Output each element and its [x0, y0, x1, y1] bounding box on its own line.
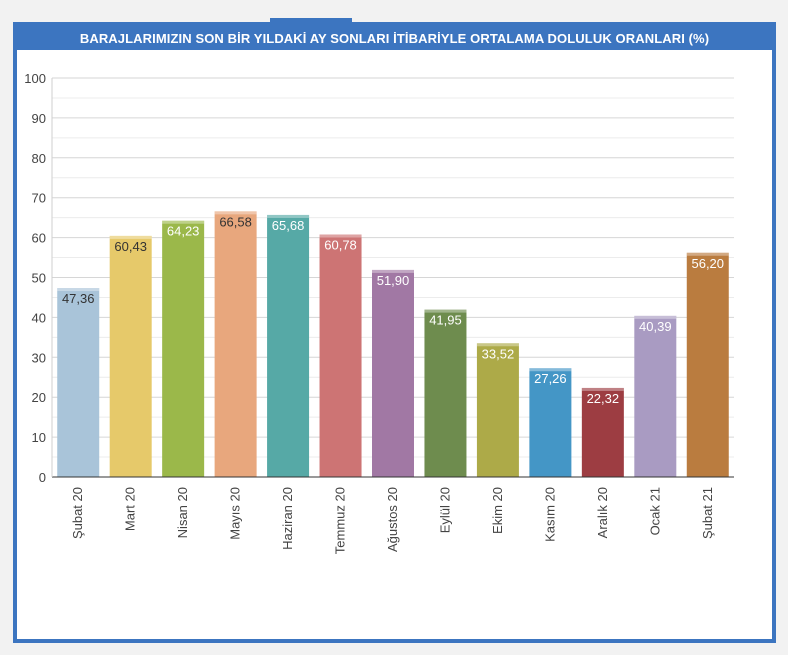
y-tick-label: 20: [32, 390, 46, 405]
bar-top-edge: [581, 387, 624, 391]
bar: [162, 220, 205, 478]
bar: [581, 387, 624, 477]
bar: [372, 269, 414, 477]
bar-top-edge: [529, 368, 572, 372]
y-tick-label: 40: [32, 310, 46, 325]
bar-top-edge: [57, 288, 100, 292]
y-tick-label: 90: [32, 111, 46, 126]
x-tick-label: Şubat 20: [70, 487, 85, 539]
x-tick-label: Ağustos 20: [385, 487, 400, 552]
bar-top-edge: [214, 211, 257, 215]
x-tick-label: Temmuz 20: [333, 487, 348, 554]
bar-top-edge: [476, 343, 519, 347]
bar-value-label: 41,95: [429, 313, 462, 328]
bar-top-edge: [319, 234, 362, 238]
chart-title: BARAJLARIMIZIN SON BİR YILDAKİ AY SONLAR…: [17, 26, 772, 50]
x-tick-label: Ocak 21: [647, 487, 662, 535]
bar-value-label: 51,90: [377, 273, 410, 288]
y-tick-label: 100: [24, 71, 46, 86]
bar: [267, 214, 310, 477]
bar: [476, 343, 519, 477]
bar-top-edge: [372, 269, 414, 273]
x-tick-label: Şubat 21: [700, 487, 715, 539]
x-tick-label: Kasım 20: [542, 487, 557, 542]
bar-top-edge: [109, 235, 152, 239]
bar-value-label: 27,26: [534, 371, 567, 386]
x-tick-label: Haziran 20: [280, 487, 295, 550]
bar-value-label: 56,20: [691, 256, 724, 271]
bar-top-edge: [424, 309, 467, 313]
bar: [319, 234, 362, 477]
y-tick-label: 60: [32, 231, 46, 246]
bar-value-label: 66,58: [219, 214, 252, 229]
bar: [57, 288, 100, 477]
x-tick-label: Ekim 20: [490, 487, 505, 534]
bar: [686, 252, 729, 477]
bar: [634, 315, 677, 477]
y-tick-label: 30: [32, 350, 46, 365]
bar: [214, 211, 257, 477]
bar-value-label: 64,23: [167, 224, 200, 239]
x-tick-label: Mayıs 20: [228, 487, 243, 540]
x-tick-label: Mart 20: [123, 487, 138, 531]
title-tab-notch: [270, 18, 352, 22]
bar-top-edge: [162, 220, 205, 224]
bar: [424, 309, 467, 477]
bar-value-label: 60,78: [324, 237, 357, 252]
bar-value-label: 47,36: [62, 291, 95, 306]
bar: [529, 368, 572, 477]
x-tick-label: Eylül 20: [437, 487, 452, 533]
bar-value-label: 65,68: [272, 218, 305, 233]
bar-top-edge: [686, 252, 729, 256]
bar-value-label: 33,52: [482, 346, 515, 361]
x-tick-label: Nisan 20: [175, 487, 190, 538]
y-tick-label: 50: [32, 271, 46, 286]
bar: [109, 235, 152, 477]
y-tick-label: 0: [39, 470, 46, 485]
bar-value-label: 22,32: [587, 391, 620, 406]
y-tick-label: 70: [32, 191, 46, 206]
bar-top-edge: [634, 315, 677, 319]
y-tick-label: 10: [32, 430, 46, 445]
bar-value-label: 60,43: [114, 239, 147, 254]
bar-value-label: 40,39: [639, 319, 672, 334]
bar-top-edge: [267, 214, 310, 218]
x-tick-label: Aralık 20: [595, 487, 610, 538]
y-tick-label: 80: [32, 151, 46, 166]
